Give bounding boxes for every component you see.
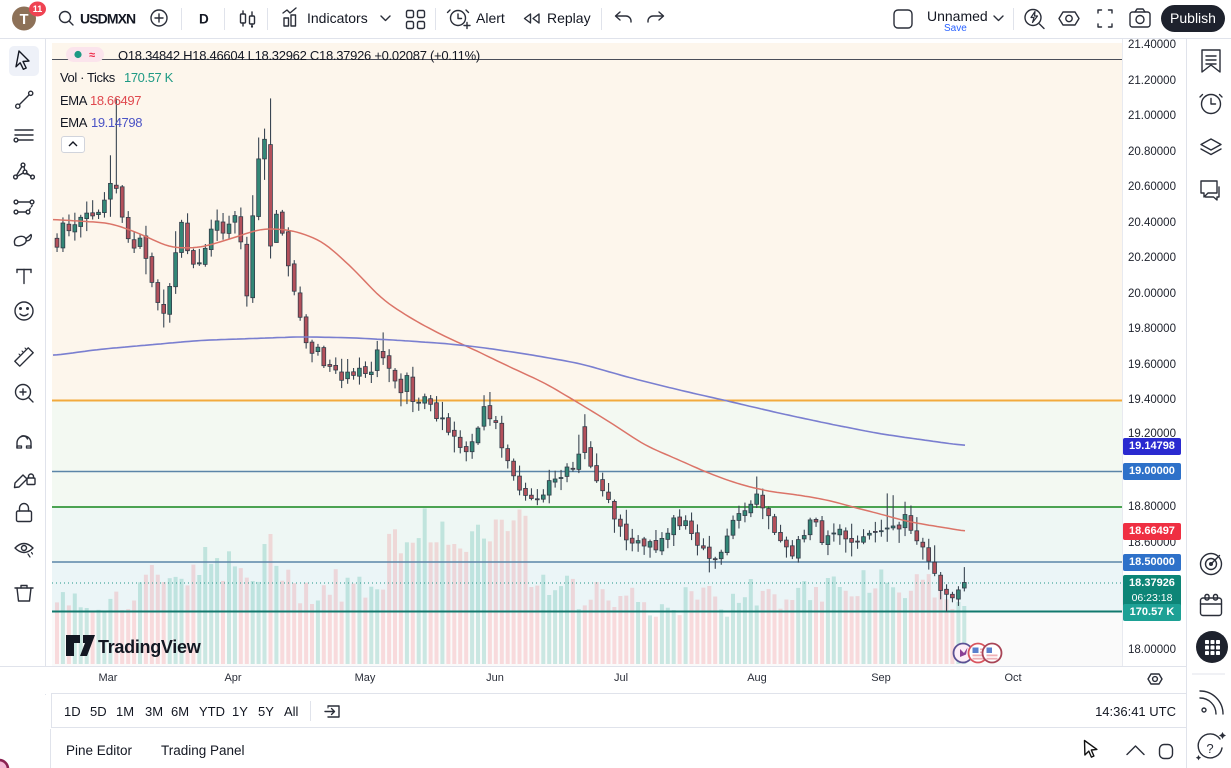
svg-text:TradingView: TradingView [98, 637, 202, 657]
svg-text:≈: ≈ [89, 50, 95, 62]
svg-text:Save: Save [944, 23, 967, 34]
svg-text:Replay: Replay [547, 10, 591, 26]
svg-text:Indicators: Indicators [307, 10, 368, 26]
svg-text:?: ? [1206, 741, 1213, 756]
svg-text:Alert: Alert [476, 10, 505, 26]
svg-text:Publish: Publish [1170, 10, 1216, 26]
svg-text:11: 11 [33, 4, 43, 14]
svg-text:D: D [199, 12, 209, 27]
svg-text:T: T [20, 12, 29, 28]
svg-text:USDMXN: USDMXN [80, 11, 136, 27]
svg-text:Unnamed: Unnamed [927, 8, 988, 24]
